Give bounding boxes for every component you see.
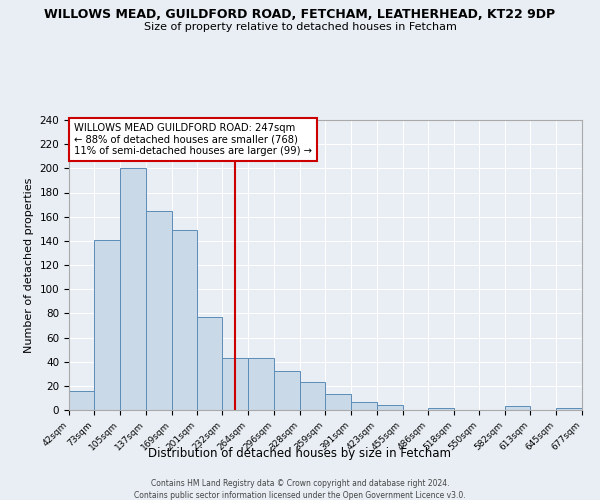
Bar: [69, 390, 94, 410]
Bar: [505, 406, 530, 410]
Bar: [428, 408, 454, 410]
Bar: [94, 240, 120, 410]
Text: WILLOWS MEAD GUILDFORD ROAD: 247sqm
← 88% of detached houses are smaller (768)
1: WILLOWS MEAD GUILDFORD ROAD: 247sqm ← 88…: [74, 123, 312, 156]
Bar: [248, 358, 274, 410]
Bar: [556, 408, 582, 410]
Text: Contains public sector information licensed under the Open Government Licence v3: Contains public sector information licen…: [134, 491, 466, 500]
Text: Contains HM Land Registry data © Crown copyright and database right 2024.: Contains HM Land Registry data © Crown c…: [151, 479, 449, 488]
Bar: [197, 317, 223, 410]
Text: WILLOWS MEAD, GUILDFORD ROAD, FETCHAM, LEATHERHEAD, KT22 9DP: WILLOWS MEAD, GUILDFORD ROAD, FETCHAM, L…: [44, 8, 556, 20]
Bar: [351, 402, 377, 410]
Bar: [120, 168, 146, 410]
Text: Distribution of detached houses by size in Fetcham: Distribution of detached houses by size …: [149, 448, 452, 460]
Bar: [325, 394, 351, 410]
Bar: [377, 405, 403, 410]
Bar: [146, 210, 172, 410]
Bar: [223, 358, 248, 410]
Bar: [274, 372, 300, 410]
Bar: [172, 230, 197, 410]
Bar: [300, 382, 325, 410]
Y-axis label: Number of detached properties: Number of detached properties: [24, 178, 34, 352]
Text: Size of property relative to detached houses in Fetcham: Size of property relative to detached ho…: [143, 22, 457, 32]
